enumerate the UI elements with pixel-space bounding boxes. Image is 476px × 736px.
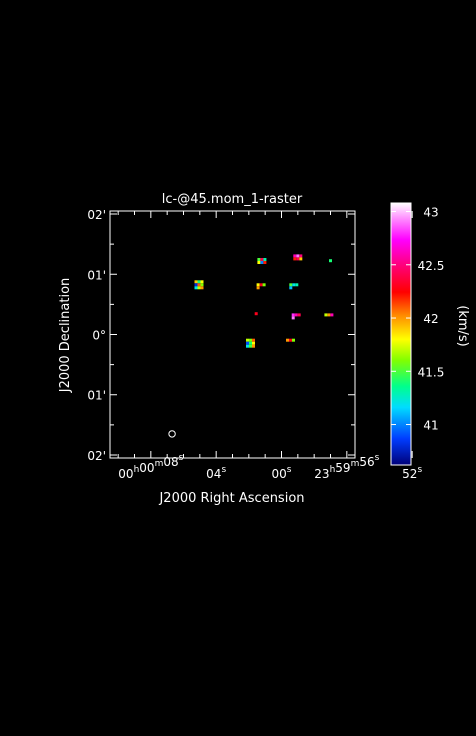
pixel-cell [296, 257, 300, 261]
pixel-cell [257, 261, 261, 264]
pixel-cell [262, 283, 266, 287]
pixel-cell [289, 286, 293, 290]
pixel-cell [194, 286, 198, 290]
pixel-cell [257, 258, 261, 261]
x-axis-label: J2000 Right Ascension [158, 491, 304, 506]
pixel-cell [194, 283, 198, 287]
pixel-cell [246, 341, 249, 345]
pixel-cell [249, 344, 252, 348]
pixel-cell [197, 286, 201, 290]
pixel-cell [291, 316, 295, 320]
chart-title: lc-@45.mom_1-raster [162, 192, 303, 207]
pixel-cell [293, 254, 297, 258]
pixel-cell [197, 280, 201, 284]
pixel-cell [260, 261, 264, 264]
pixel-cell [246, 344, 249, 348]
colorbar-tick-label: 42 [423, 312, 438, 326]
pixel-cell [252, 338, 255, 342]
colorbar-tick-label: 41.5 [418, 365, 445, 379]
pixel-cell [249, 341, 252, 345]
colorbar [390, 202, 412, 466]
pixel-cell [249, 338, 252, 342]
pixel-cell [256, 286, 260, 290]
pixel-cell [289, 283, 293, 287]
pixel-cell [292, 338, 295, 342]
colorbar-ticks: 41 41.5 42 42.5 43 [391, 206, 444, 433]
moment-map-pixels [194, 254, 334, 348]
pixel-cell [286, 338, 289, 342]
y-tick-label: 01' [87, 389, 106, 403]
y-tick-label: 02' [87, 449, 106, 463]
x-tick-label: 52s [402, 465, 422, 481]
pixel-cell [259, 283, 263, 287]
pixel-cell [299, 257, 303, 261]
pixel-cell [295, 283, 299, 287]
pixel-cell [200, 283, 204, 287]
pixel-cell [256, 283, 260, 287]
pixel-cell [329, 259, 332, 263]
y-tick-label: 0° [92, 329, 106, 343]
x-tick-label: 00s [272, 465, 292, 481]
pixel-cell [330, 313, 334, 317]
pixel-cell [246, 338, 249, 342]
pixel-cell [197, 283, 201, 287]
y-axis-label: J2000 Declination [58, 278, 73, 394]
colorbar-label: (km/s) [455, 305, 470, 347]
pixel-cell [263, 261, 267, 264]
pixel-cell [294, 313, 298, 317]
pixel-cell [260, 258, 264, 261]
pixel-cell [292, 283, 296, 287]
pixel-cell [200, 280, 204, 284]
pixel-cell [194, 280, 198, 284]
pixel-cell [252, 341, 255, 345]
x-tick-label: 04s [206, 465, 226, 481]
x-tick-label: 23h59m56s [314, 453, 379, 481]
colorbar-tick-label: 43 [423, 206, 438, 220]
pixel-cell [293, 257, 297, 261]
pixel-cell [252, 344, 255, 348]
colorbar-tick-label: 41 [423, 419, 438, 433]
y-tick-label: 02' [87, 208, 106, 222]
y-tick-label: 01' [87, 268, 106, 282]
pixel-cell [291, 313, 295, 317]
pixel-cell [289, 338, 292, 342]
beam-ellipse [168, 430, 176, 438]
colorbar-tick-label: 42.5 [418, 259, 445, 273]
axes: 02' 01' 0° 01' 02' 00h00m08s 04s 00s 23h59m56s 52… [87, 208, 422, 481]
pixel-cell [299, 254, 303, 258]
pixel-cell [327, 313, 331, 317]
pixel-cell [324, 313, 328, 317]
pixel-cell [263, 258, 267, 261]
x-tick-label: 00h00m08s [118, 453, 183, 481]
pixel-cell [200, 286, 204, 290]
pixel-cell [296, 254, 300, 258]
pixel-cell [254, 312, 258, 316]
pixel-cell [297, 313, 301, 317]
